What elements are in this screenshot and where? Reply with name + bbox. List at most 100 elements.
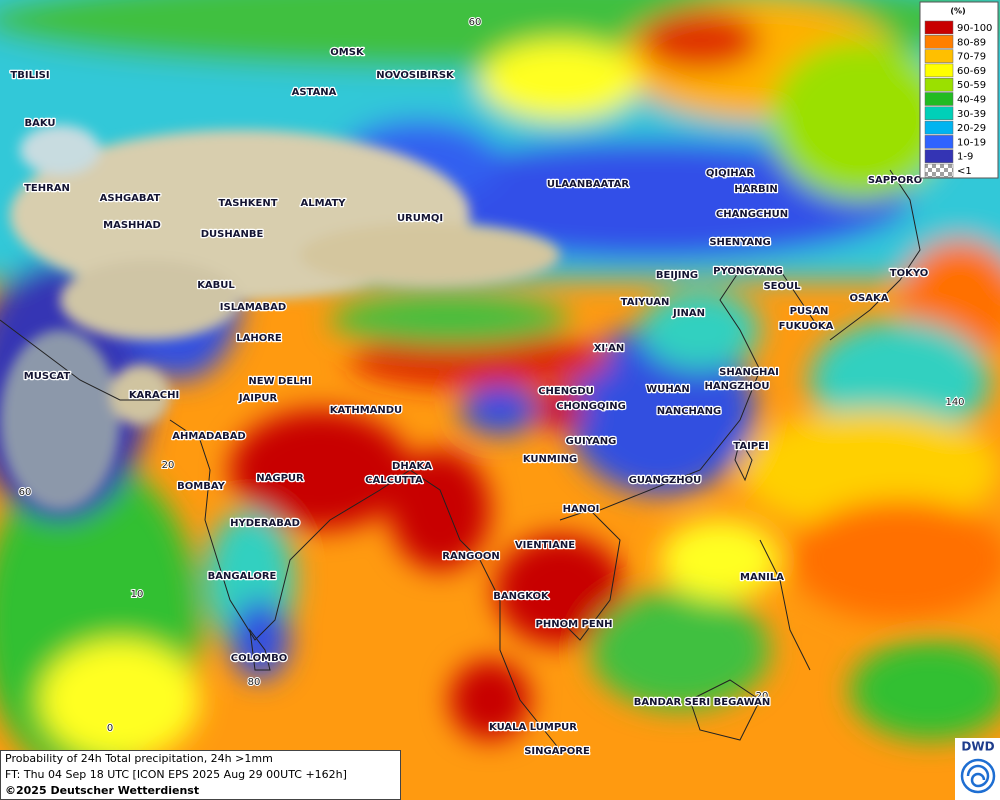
- city-label: PHNOM PENH: [536, 619, 613, 630]
- city-label: HARBIN: [734, 184, 778, 195]
- city-label: TBILISI: [10, 70, 49, 81]
- city-label: OMSK: [330, 47, 365, 58]
- city-label: SHENYANG: [709, 237, 770, 248]
- city-label: SEOUL: [763, 281, 801, 292]
- grid-label: 60: [19, 487, 32, 498]
- city-label: MASHHAD: [103, 220, 161, 231]
- city-label: FUKUOKA: [779, 321, 834, 332]
- city-label: MUSCAT: [24, 371, 71, 382]
- city-label: TAIYUAN: [621, 297, 670, 308]
- legend-label: 80-89: [957, 37, 986, 48]
- grid-label: 80: [248, 677, 261, 688]
- city-label: KARACHI: [129, 390, 179, 401]
- info-line: Probability of 24h Total precipitation, …: [5, 752, 273, 765]
- legend-swatch: [924, 49, 954, 63]
- legend-swatch: [924, 135, 954, 149]
- legend-label: 30-39: [957, 109, 986, 120]
- grid-labels: 60 20 60 10 80 0 140 20: [18, 16, 966, 735]
- legend-label: <1: [957, 166, 972, 177]
- city-label: ASHGABAT: [100, 193, 161, 204]
- info-line: ©2025 Deutscher Wetterdienst: [5, 784, 199, 797]
- city-label: HYDERABAD: [230, 518, 300, 529]
- city-label: BOMBAY: [177, 481, 225, 492]
- legend-swatch: [924, 92, 954, 106]
- city-label: TEHRAN: [24, 183, 70, 194]
- city-label: DUSHANBE: [201, 229, 264, 240]
- city-label: AHMADABAD: [172, 431, 246, 442]
- city-label: KUALA LUMPUR: [489, 722, 577, 733]
- city-label: BAKU: [24, 118, 55, 129]
- city-label: ULAANBAATAR: [547, 179, 629, 190]
- grid-label: 140: [945, 397, 964, 408]
- city-label: URUMQI: [397, 213, 443, 224]
- city-label: COLOMBO: [231, 653, 287, 664]
- grid-label: 10: [131, 589, 144, 600]
- city-label: OSAKA: [850, 293, 889, 304]
- legend-swatch: [924, 149, 954, 163]
- city-label: CALCUTTA: [365, 475, 423, 486]
- legend-title: (%): [950, 7, 965, 16]
- legend-label: 40-49: [957, 95, 986, 106]
- legend-swatch: [924, 77, 954, 92]
- legend-label: 60-69: [957, 66, 986, 77]
- legend-items: 90-100 80-89 70-79 60-69 50-59 40-49 30-39 20-2…: [924, 20, 992, 178]
- dwd-logo: DWD: [955, 738, 1000, 800]
- city-label: QIQIHAR: [706, 168, 755, 179]
- city-label: VIENTIANE: [515, 540, 575, 551]
- city-label: ASTANA: [292, 87, 337, 98]
- info-box: Probability of 24h Total precipitation, …: [0, 750, 401, 800]
- city-label: NANCHANG: [657, 406, 722, 417]
- city-label: BANGALORE: [208, 571, 277, 582]
- legend-label: 70-79: [957, 52, 986, 63]
- city-label: NAGPUR: [256, 473, 304, 484]
- city-label: JINAN: [672, 308, 705, 319]
- city-label: SHANGHAI: [719, 367, 779, 378]
- city-label: WUHAN: [646, 384, 690, 395]
- city-label: KUNMING: [523, 454, 577, 465]
- grid-label: 0: [107, 723, 113, 734]
- info-line: FT: Thu 04 Sep 18 UTC [ICON EPS 2025 Aug…: [5, 768, 347, 781]
- legend-swatch: [924, 163, 954, 178]
- legend-swatch: [924, 120, 954, 135]
- city-label: TASHKENT: [218, 198, 277, 209]
- legend-label: 90-100: [957, 23, 992, 34]
- city-label: CHONGQING: [556, 401, 626, 412]
- city-label: PUSAN: [790, 306, 829, 317]
- city-label: HANOI: [563, 504, 600, 515]
- city-label: TAIPEI: [733, 441, 768, 452]
- city-label: LAHORE: [236, 333, 282, 344]
- city-label: JAIPUR: [238, 393, 278, 404]
- city-label: KATHMANDU: [330, 405, 402, 416]
- legend-swatch: [924, 63, 954, 78]
- city-label: KABUL: [197, 280, 235, 291]
- city-label: RANGOON: [442, 551, 499, 562]
- legend-label: 10-19: [957, 137, 986, 148]
- legend-swatch: [924, 106, 954, 121]
- city-label: BANDAR SERI BEGAWAN: [634, 697, 771, 708]
- city-label: BEIJING: [656, 270, 698, 281]
- city-label: HANGZHOU: [705, 381, 770, 392]
- grid-label: 60: [469, 17, 482, 28]
- city-label: SINGAPORE: [524, 746, 590, 757]
- grid-label: 20: [162, 460, 175, 471]
- city-label: NEW DELHI: [248, 376, 311, 387]
- city-label: ISLAMABAD: [220, 302, 286, 313]
- city-label: CHANGCHUN: [716, 209, 788, 220]
- city-labels: TBILISI BAKU OMSK NOVOSIBIRSK ASTANA TEHRAN AS…: [9, 46, 929, 759]
- legend-label: 1-9: [957, 152, 973, 163]
- city-label: PYONGYANG: [713, 266, 783, 277]
- legend-swatch: [924, 35, 954, 49]
- grid-label: 20: [756, 691, 769, 702]
- legend-label: 20-29: [957, 123, 986, 134]
- city-label: MANILA: [740, 572, 784, 583]
- logo-text: DWD: [961, 740, 994, 754]
- legend: (%) 90-100 80-89 70-79 60-69 50-59 40-49 30-39…: [919, 1, 999, 179]
- city-label: DHAKA: [392, 461, 432, 472]
- city-label: NOVOSIBIRSK: [376, 70, 455, 81]
- city-label: TOKYO: [890, 268, 928, 279]
- city-label: XI'AN: [594, 343, 625, 354]
- city-label: BANGKOK: [493, 591, 550, 602]
- legend-swatch: [924, 20, 954, 35]
